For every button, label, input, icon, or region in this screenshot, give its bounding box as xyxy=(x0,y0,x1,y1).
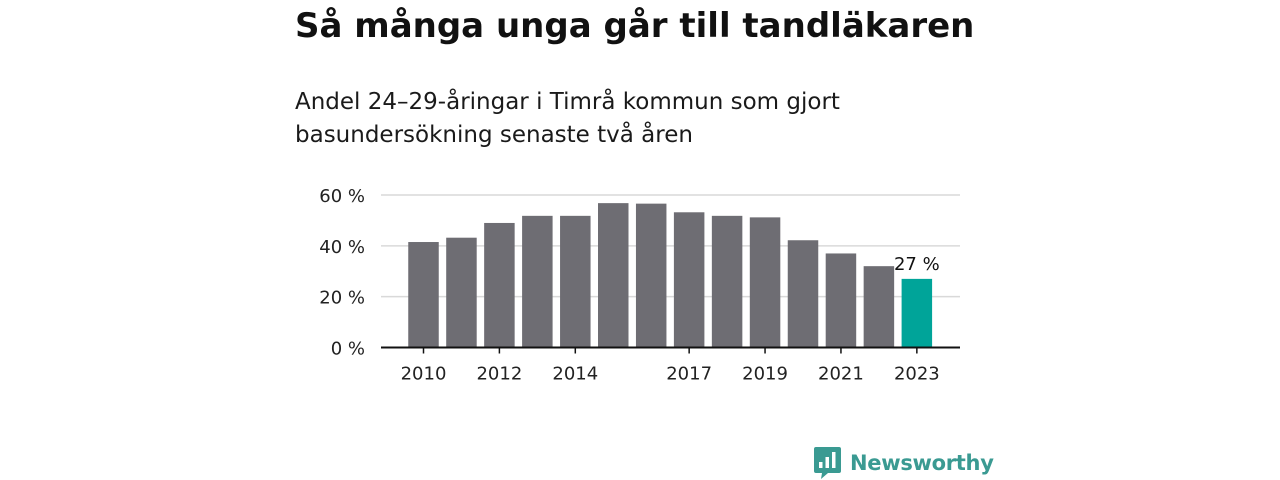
bar xyxy=(901,278,933,348)
bar xyxy=(408,242,439,348)
x-tick-label: 2012 xyxy=(476,364,522,385)
y-tick-label: 20 % xyxy=(319,288,365,309)
x-tick-label: 2019 xyxy=(742,364,788,385)
bar xyxy=(598,203,629,348)
bar xyxy=(787,240,819,348)
chart-subtitle: Andel 24–29-åringar i Timrå kommun som g… xyxy=(295,89,840,148)
bars xyxy=(408,203,933,348)
chart-title: Så många unga går till tandläkaren xyxy=(295,6,975,46)
bar xyxy=(484,222,515,348)
x-tick-label: 2010 xyxy=(401,364,447,385)
y-tick-label: 40 % xyxy=(319,237,365,258)
bar xyxy=(635,203,667,348)
x-tick-label: 2023 xyxy=(894,364,940,385)
logo-bar-3 xyxy=(832,452,836,468)
logo-bar-2 xyxy=(825,457,829,468)
bar xyxy=(825,253,857,348)
brand-name: Newsworthy xyxy=(850,451,994,475)
newsworthy-logo-icon xyxy=(814,447,841,479)
bar xyxy=(863,266,895,348)
x-tick-marks xyxy=(422,347,918,354)
x-tick-labels: 2010 2012 2014 2017 2019 2021 2023 xyxy=(401,364,940,385)
bar xyxy=(711,215,743,348)
x-tick-label: 2014 xyxy=(552,364,598,385)
y-tick-labels: 0 % 20 % 40 % 60 % xyxy=(319,186,365,360)
x-tick-label: 2017 xyxy=(666,364,712,385)
logo-bar-1 xyxy=(819,462,823,468)
bar xyxy=(560,215,591,348)
y-tick-label: 60 % xyxy=(319,186,365,207)
bar-chart: 0 % 20 % 40 % 60 % 2010 2012 2014 2017 2019 2021… xyxy=(319,186,960,385)
bar xyxy=(446,237,477,348)
bar xyxy=(673,212,705,348)
brand-logo: Newsworthy xyxy=(814,446,994,480)
bar-annotation: 27 % xyxy=(894,254,940,275)
gridlines xyxy=(381,194,960,298)
x-tick-label: 2021 xyxy=(818,364,864,385)
bar xyxy=(522,215,553,348)
bar xyxy=(749,217,781,348)
y-tick-label: 0 % xyxy=(331,339,365,360)
